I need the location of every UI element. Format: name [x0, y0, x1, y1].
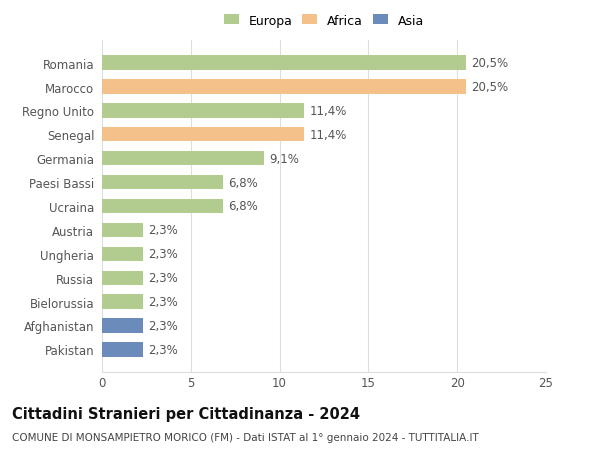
Bar — [102, 247, 143, 261]
Text: 9,1%: 9,1% — [269, 152, 299, 165]
Bar — [102, 128, 304, 142]
Bar — [102, 56, 466, 71]
Text: 2,3%: 2,3% — [148, 296, 178, 308]
Text: 20,5%: 20,5% — [472, 81, 509, 94]
Bar — [102, 295, 143, 309]
Bar — [102, 342, 143, 357]
Text: 6,8%: 6,8% — [228, 176, 258, 189]
Bar — [102, 223, 143, 238]
Bar — [102, 319, 143, 333]
Text: Cittadini Stranieri per Cittadinanza - 2024: Cittadini Stranieri per Cittadinanza - 2… — [12, 406, 360, 421]
Bar — [102, 104, 304, 118]
Text: 2,3%: 2,3% — [148, 272, 178, 285]
Bar — [102, 152, 263, 166]
Text: COMUNE DI MONSAMPIETRO MORICO (FM) - Dati ISTAT al 1° gennaio 2024 - TUTTITALIA.: COMUNE DI MONSAMPIETRO MORICO (FM) - Dat… — [12, 432, 479, 442]
Bar — [102, 271, 143, 285]
Text: 11,4%: 11,4% — [310, 129, 347, 141]
Text: 11,4%: 11,4% — [310, 105, 347, 118]
Text: 20,5%: 20,5% — [472, 57, 509, 70]
Text: 2,3%: 2,3% — [148, 319, 178, 332]
Bar — [102, 175, 223, 190]
Text: 6,8%: 6,8% — [228, 200, 258, 213]
Bar — [102, 199, 223, 214]
Text: 2,3%: 2,3% — [148, 343, 178, 356]
Text: 2,3%: 2,3% — [148, 248, 178, 261]
Text: 2,3%: 2,3% — [148, 224, 178, 237]
Legend: Europa, Africa, Asia: Europa, Africa, Asia — [223, 15, 425, 28]
Bar — [102, 80, 466, 95]
